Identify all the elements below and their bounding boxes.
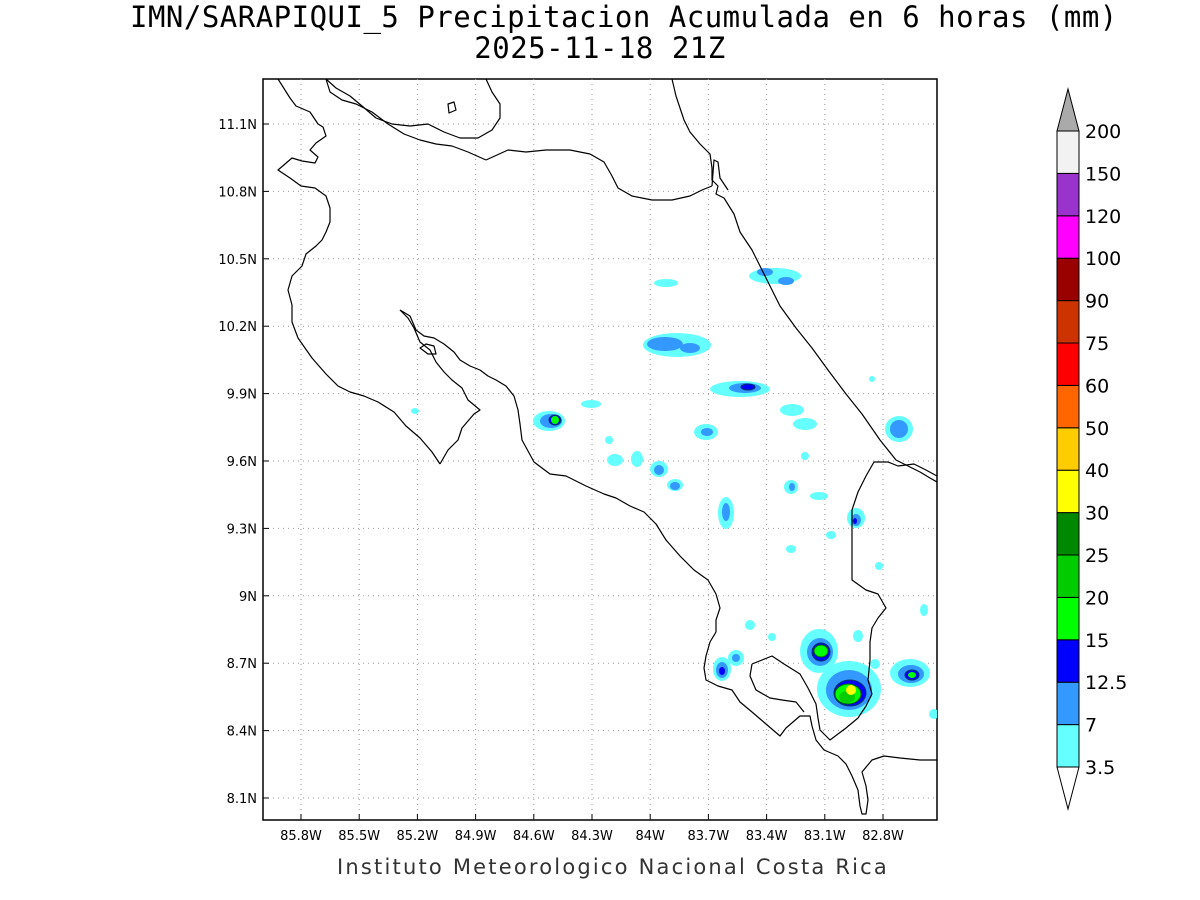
colorbar-swatch (1056, 300, 1080, 344)
lat-tick-label: 10.8N (218, 185, 257, 200)
colorbar-label: 15 (1085, 630, 1109, 652)
colorbar: 3.5 7 12.5 15 20 25 30 40 50 60 75 90 100 120 150 200 (1056, 87, 1127, 811)
lat-tick-label: 9.9N (227, 388, 257, 403)
colorbar-swatch (1056, 342, 1080, 386)
colorbar-label: 3.5 (1085, 757, 1115, 779)
colorbar-swatch (1056, 639, 1080, 683)
coastline-and-borders (277, 79, 937, 815)
colorbar-label: 90 (1085, 291, 1109, 313)
colorbar-label: 200 (1085, 121, 1121, 143)
colorbar-label: 30 (1085, 503, 1109, 525)
lon-tick-label: 85.5W (338, 829, 380, 844)
lon-tick-label: 84.9W (455, 829, 497, 844)
colorbar-label: 60 (1085, 375, 1109, 397)
colorbar-bottom-arrow (1056, 766, 1080, 811)
lon-tick-label: 84.3W (571, 829, 613, 844)
colorbar-label: 120 (1085, 206, 1121, 228)
colorbar-swatch (1056, 172, 1080, 217)
title-line-2: 2025-11-18 21Z (474, 31, 726, 65)
colorbar-label: 20 (1085, 587, 1109, 609)
longitude-ticks: 85.8W 85.5W 85.2W 84.9W 84.6W 84.3W 84W 83.7W 83… (280, 814, 904, 844)
lat-tick-label: 8.4N (227, 725, 257, 740)
colorbar-label: 150 (1085, 163, 1121, 185)
lon-tick-label: 83.1W (804, 829, 846, 844)
lat-tick-label: 9.3N (227, 522, 257, 537)
lon-tick-label: 84W (635, 829, 665, 844)
colorbar-label: 40 (1085, 460, 1109, 482)
map-gridlines (263, 79, 937, 820)
lon-tick-label: 85.2W (396, 829, 438, 844)
lon-tick-label: 84.6W (513, 829, 555, 844)
colorbar-label: 100 (1085, 248, 1121, 270)
lat-tick-label: 8.1N (227, 792, 257, 807)
colorbar-swatch (1056, 130, 1080, 174)
precipitation-field (411, 268, 937, 719)
lat-tick-label: 9N (239, 590, 257, 605)
colorbar-label: 75 (1085, 333, 1109, 355)
colorbar-label: 7 (1085, 715, 1097, 737)
colorbar-swatch (1056, 469, 1080, 514)
colorbar-top-arrow (1056, 87, 1080, 132)
lon-tick-label: 83.7W (687, 829, 729, 844)
footer-credit: Instituto Meteorologico Nacional Costa R… (337, 855, 889, 879)
colorbar-label: 25 (1085, 545, 1109, 567)
colorbar-swatch (1056, 384, 1080, 429)
latitude-ticks: 11.1N 10.8N 10.5N 10.2N 9.9N 9.6N 9.3N 9N 8.7N 8.… (218, 118, 269, 807)
colorbar-label: 12.5 (1085, 672, 1127, 694)
colorbar-swatch (1056, 257, 1080, 302)
colorbar-label: 50 (1085, 418, 1109, 440)
colorbar-swatch (1056, 215, 1080, 259)
colorbar-swatch (1056, 724, 1080, 768)
colorbar-swatch (1056, 427, 1080, 471)
map-title: IMN/SARAPIQUI_5 Precipitacion Acumulada … (130, 0, 1118, 65)
lat-tick-label: 10.5N (218, 253, 257, 268)
lat-tick-label: 11.1N (218, 118, 257, 133)
lat-tick-label: 10.2N (218, 320, 257, 335)
lat-tick-label: 8.7N (227, 657, 257, 672)
lon-tick-label: 82.8W (862, 829, 904, 844)
lat-tick-label: 9.6N (227, 455, 257, 470)
title-line-1: IMN/SARAPIQUI_5 Precipitacion Acumulada … (130, 0, 1118, 34)
colorbar-swatch (1056, 681, 1080, 726)
lon-tick-label: 85.8W (280, 829, 322, 844)
colorbar-swatch (1056, 512, 1080, 556)
lon-tick-label: 83.4W (746, 829, 788, 844)
colorbar-swatch (1056, 554, 1080, 598)
colorbar-swatch (1056, 596, 1080, 641)
